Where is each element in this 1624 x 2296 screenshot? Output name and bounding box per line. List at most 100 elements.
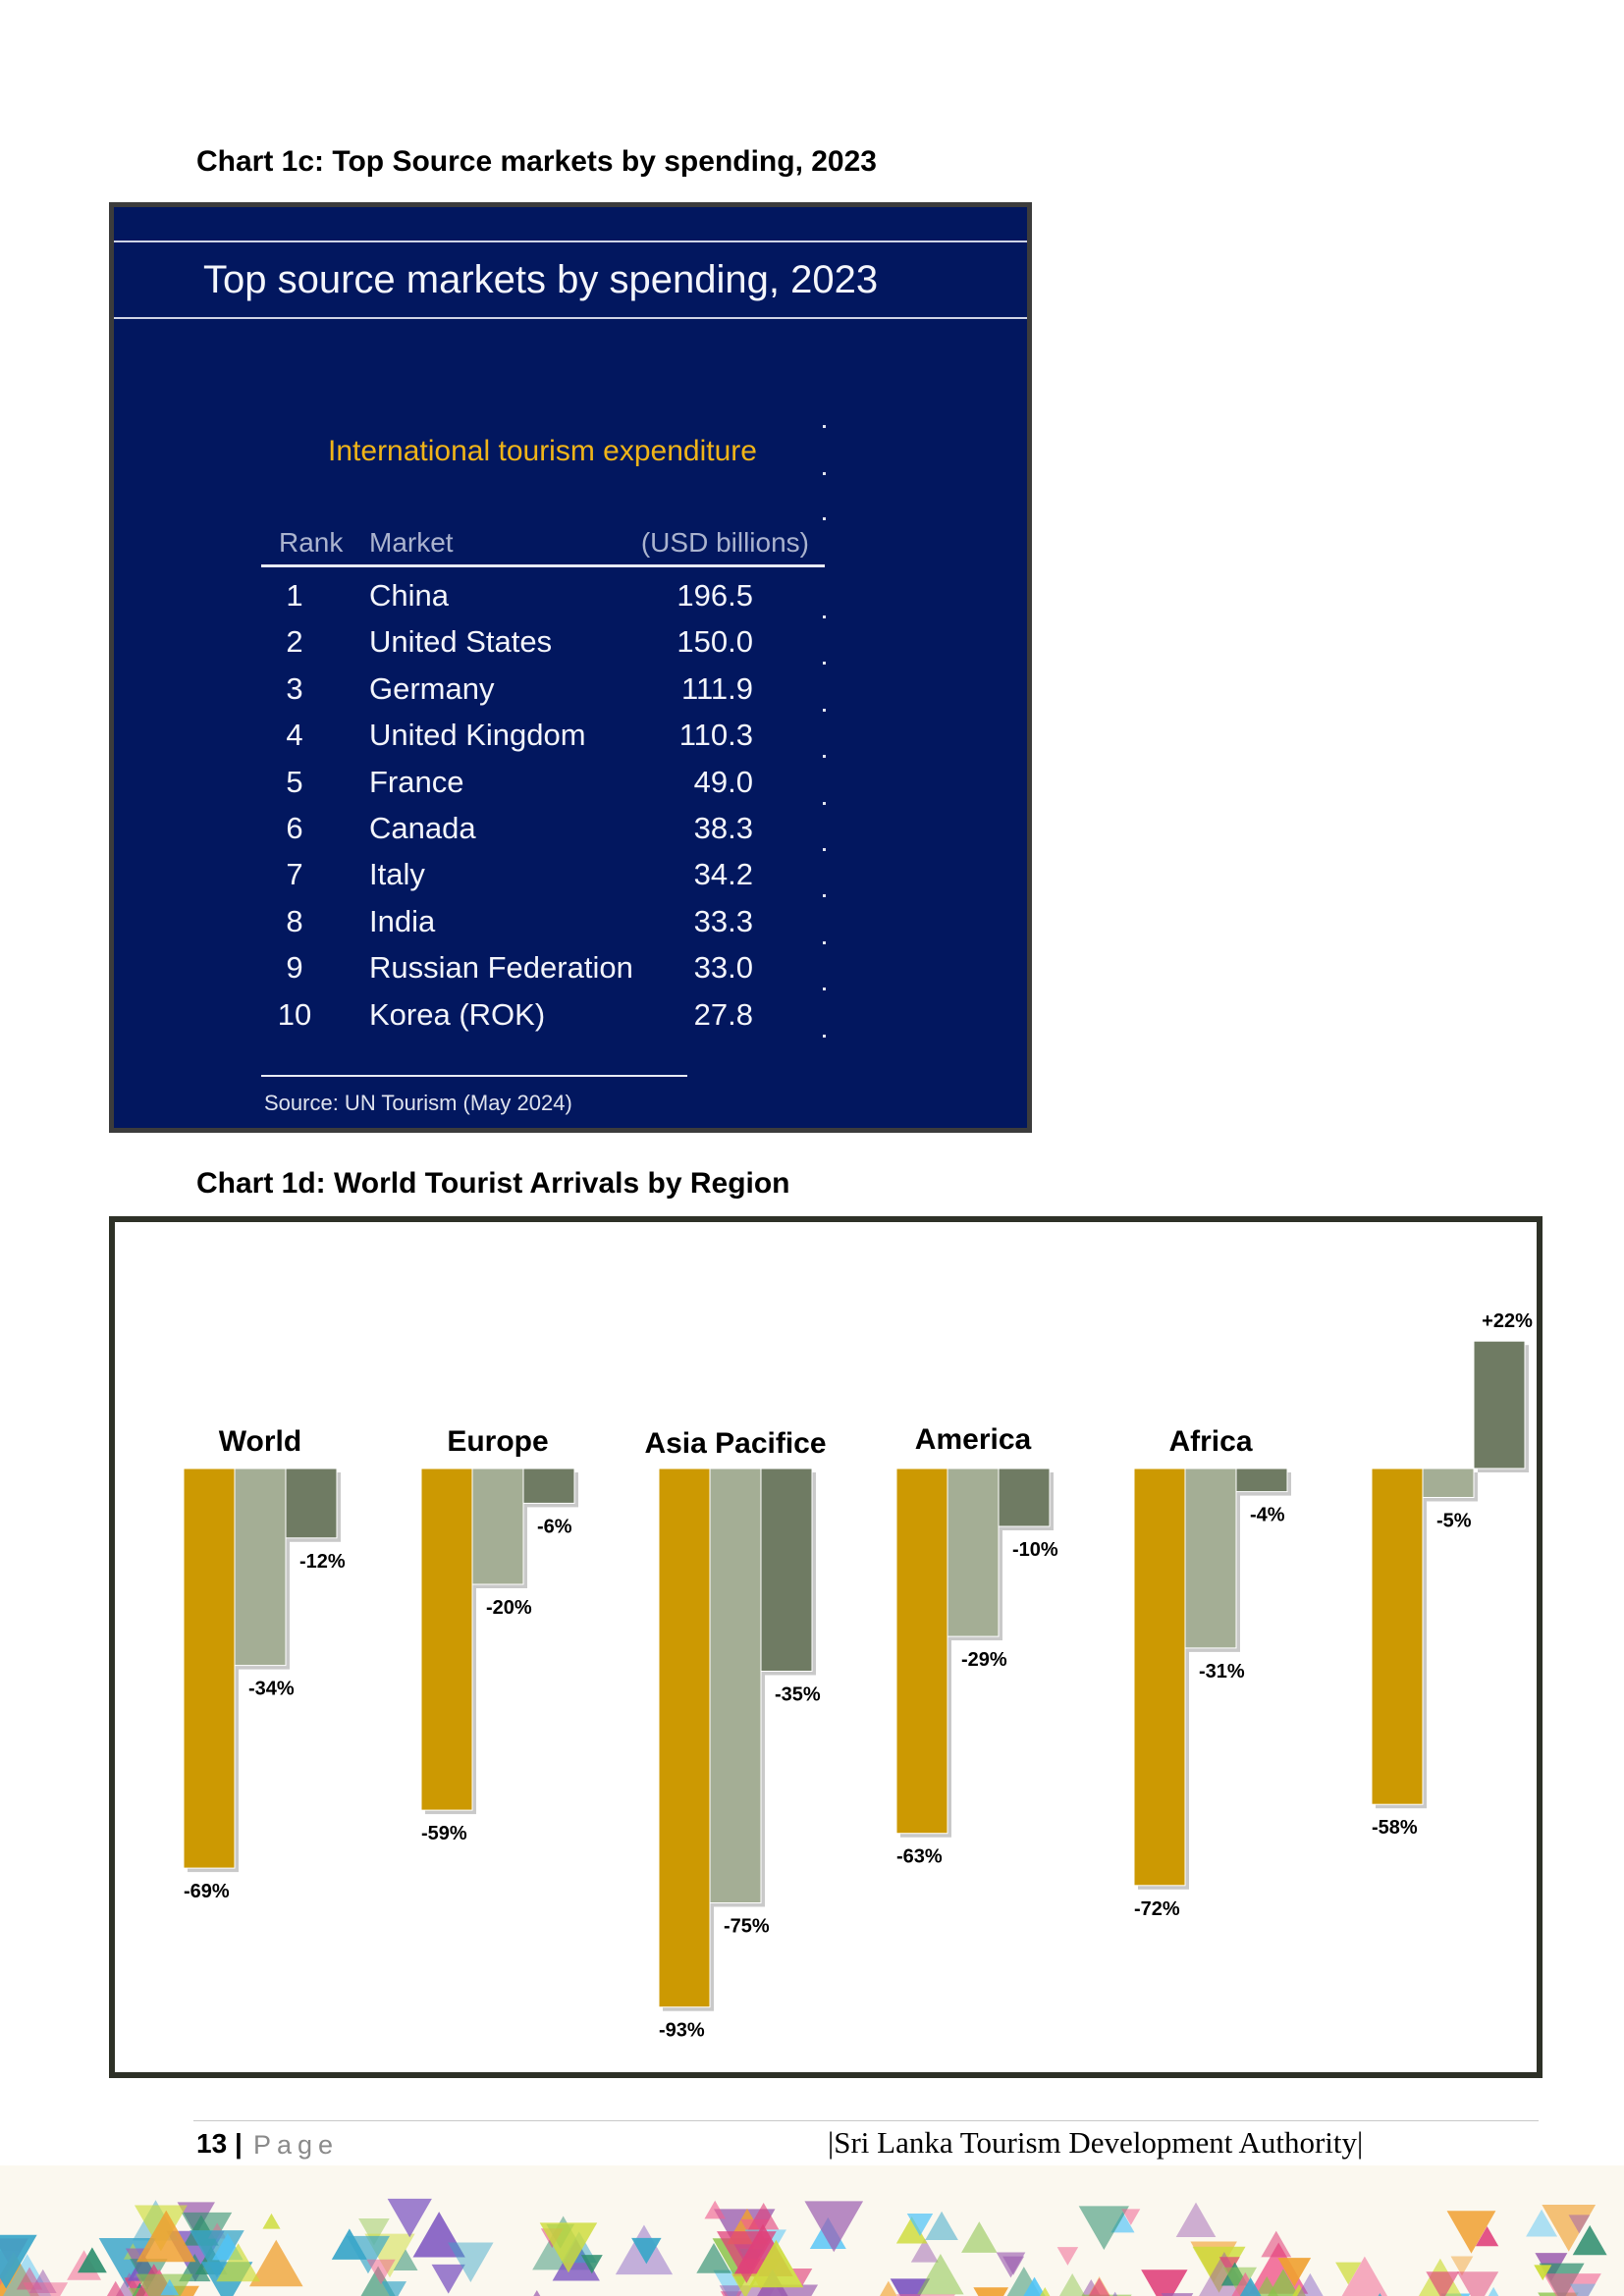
table-row: 7 Italy 34.2 <box>114 857 971 903</box>
pattern-triangle <box>1261 2230 1292 2258</box>
pattern-triangle <box>1078 2206 1129 2250</box>
leader-dot <box>823 801 826 805</box>
pattern-triangle <box>1543 2273 1601 2296</box>
leader-dot <box>823 1034 826 1038</box>
pattern-triangle <box>366 2259 396 2285</box>
bar <box>522 1468 575 1504</box>
pattern-triangle <box>704 2200 726 2219</box>
value-cell: 110.3 <box>678 718 753 753</box>
rank-cell: 9 <box>286 950 303 986</box>
pattern-triangle <box>381 2281 407 2296</box>
category-label: World <box>219 1425 301 1458</box>
pattern-triangle <box>1218 2257 1240 2275</box>
data-label: -72% <box>1134 1898 1180 1920</box>
pattern-triangle <box>448 2242 494 2283</box>
pattern-triangle <box>431 2264 465 2294</box>
pattern-triangle <box>1475 2225 1499 2247</box>
pattern-triangle <box>1277 2258 1312 2287</box>
data-label: -75% <box>724 1916 770 1938</box>
market-cell: Russian Federation <box>369 950 633 986</box>
pattern-triangle <box>1292 2284 1306 2296</box>
leader-dot <box>823 615 826 618</box>
data-label: -4% <box>1250 1505 1285 1526</box>
pattern-triangle <box>262 2213 281 2229</box>
column-header-value: (USD billions) <box>640 527 809 558</box>
pattern-triangle <box>717 2231 777 2283</box>
pattern-triangle <box>1056 2247 1079 2266</box>
leader-dot <box>823 894 826 898</box>
data-label: +22% <box>1482 1310 1533 1332</box>
rank-cell: 2 <box>286 624 303 660</box>
spending-table-panel: Top source markets by spending, 2023 Int… <box>109 202 1032 1133</box>
pattern-triangle <box>124 2277 145 2296</box>
market-cell: Korea (ROK) <box>369 996 546 1032</box>
pattern-triangle <box>1141 2269 1188 2296</box>
data-label: -20% <box>486 1597 532 1619</box>
leader-dot <box>823 755 826 759</box>
pattern-triangle <box>1378 2292 1382 2296</box>
bar <box>471 1468 524 1585</box>
bar <box>947 1468 1000 1637</box>
bar <box>895 1468 948 1835</box>
leader-dot <box>823 708 826 712</box>
pattern-triangle <box>346 2235 390 2274</box>
table-row: 6 Canada 38.3 <box>114 811 971 857</box>
category-label: Europe <box>447 1425 548 1458</box>
pattern-triangle <box>216 2243 260 2282</box>
market-cell: China <box>369 578 449 613</box>
table-row: 8 India 33.3 <box>114 904 971 950</box>
leader-dot <box>823 662 826 666</box>
chart-1d-caption: Chart 1d: World Tourist Arrivals by Regi… <box>196 1167 790 1200</box>
rank-cell: 1 <box>286 578 303 613</box>
pattern-triangle <box>23 2282 69 2296</box>
value-cell: 196.5 <box>677 578 753 613</box>
category-label: Africa <box>1168 1425 1252 1458</box>
pattern-triangle <box>533 2289 541 2296</box>
organization-name: |Sri Lanka Tourism Development Authority… <box>828 2125 1364 2160</box>
market-cell: United States <box>369 624 553 660</box>
geometric-pattern-image <box>0 2198 1607 2296</box>
bar <box>234 1468 287 1667</box>
pattern-triangle <box>631 2237 662 2265</box>
rank-cell: 4 <box>286 718 303 753</box>
pattern-triangle <box>1088 2277 1110 2296</box>
rank-cell: 6 <box>286 811 303 845</box>
pattern-triangle <box>1450 2256 1474 2276</box>
market-cell: Canada <box>369 811 476 845</box>
pattern-triangle <box>358 2217 390 2246</box>
bar <box>420 1468 473 1811</box>
value-cell: 33.3 <box>693 903 753 938</box>
pattern-triangle <box>580 2255 603 2274</box>
table-row: 4 United Kingdom 110.3 <box>114 718 971 764</box>
pattern-triangle <box>961 2221 998 2253</box>
leader-dot <box>823 940 826 944</box>
pattern-triangle <box>1268 2269 1299 2296</box>
pattern-triangle <box>1526 2209 1558 2237</box>
pattern-triangle <box>539 2222 598 2273</box>
market-cell: India <box>369 903 436 938</box>
pattern-triangle <box>160 2278 180 2296</box>
category-label: America <box>915 1423 1032 1456</box>
pattern-triangle <box>1569 2283 1597 2296</box>
column-header-market: Market <box>369 527 454 558</box>
pattern-triangle <box>1175 2202 1217 2237</box>
data-label: -93% <box>659 2020 705 2042</box>
bar <box>183 1468 236 1869</box>
data-label: -12% <box>299 1551 346 1573</box>
leader-dot <box>823 848 826 851</box>
pattern-triangle <box>106 2280 125 2296</box>
chart-1c-caption: Chart 1c: Top Source markets by spending… <box>196 145 877 178</box>
data-label: -29% <box>961 1649 1007 1671</box>
data-label: -35% <box>775 1684 821 1706</box>
pattern-triangle <box>0 2234 37 2289</box>
market-cell: United Kingdom <box>369 718 586 753</box>
leader-dot <box>823 988 826 991</box>
pattern-triangle <box>1161 2293 1194 2296</box>
rank-cell: 8 <box>286 903 303 938</box>
data-label: -31% <box>1199 1661 1245 1682</box>
pattern-triangle <box>135 2273 193 2296</box>
bar <box>998 1468 1051 1527</box>
table-row: 3 Germany 111.9 <box>114 671 971 718</box>
pattern-triangle <box>248 2239 303 2287</box>
bar <box>1133 1468 1186 1887</box>
